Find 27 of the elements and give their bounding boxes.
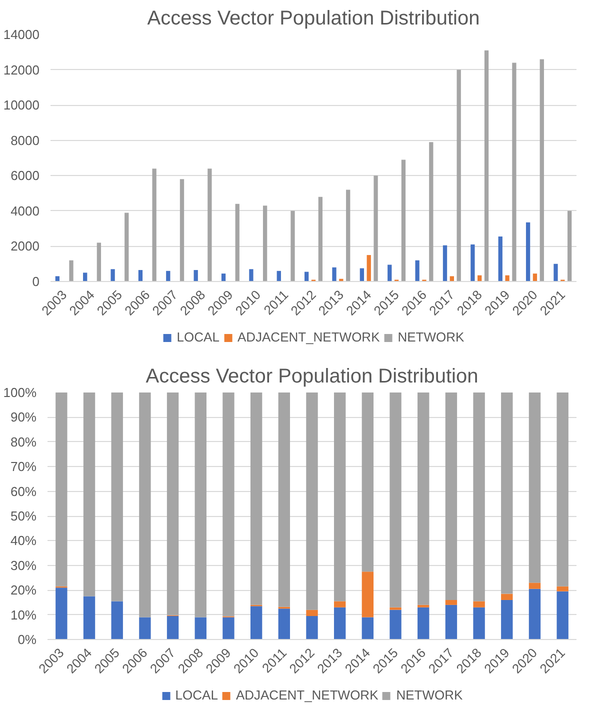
chart-title: Access Vector Population Distribution: [147, 8, 480, 30]
y-tick-label: 60%: [10, 484, 37, 499]
legend-label: ADJACENT_NETWORK: [237, 330, 380, 344]
legend-label: LOCAL: [175, 688, 218, 702]
y-tick-label: 8000: [10, 132, 40, 148]
y-tick-label: 80%: [10, 434, 37, 450]
chart-title: Access Vector Population Distribution: [146, 366, 478, 388]
legend-label: LOCAL: [176, 330, 220, 344]
legend-label: NETWORK: [396, 688, 463, 702]
y-tick-label: 14000: [3, 27, 40, 42]
y-tick-label: 2000: [10, 238, 40, 254]
y-tick-label: 40%: [10, 533, 37, 548]
y-tick-label: 6000: [10, 168, 40, 184]
y-tick-label: 10000: [3, 98, 40, 113]
y-tick-label: 30%: [10, 558, 37, 573]
y-tick-label: 0%: [18, 632, 37, 647]
y-tick-label: 90%: [10, 410, 37, 425]
y-tick-label: 4000: [10, 203, 40, 218]
y-tick-label: 100%: [3, 385, 37, 400]
y-tick-label: 70%: [10, 459, 37, 474]
y-tick-label: 10%: [10, 607, 37, 622]
y-tick-label: 12000: [3, 62, 40, 78]
legend-label: ADJACENT_NETWORK: [236, 688, 378, 702]
y-tick-label: 0: [32, 274, 40, 289]
y-tick-label: 20%: [10, 582, 37, 598]
legend-label: NETWORK: [398, 330, 464, 344]
y-tick-label: 50%: [10, 508, 37, 524]
